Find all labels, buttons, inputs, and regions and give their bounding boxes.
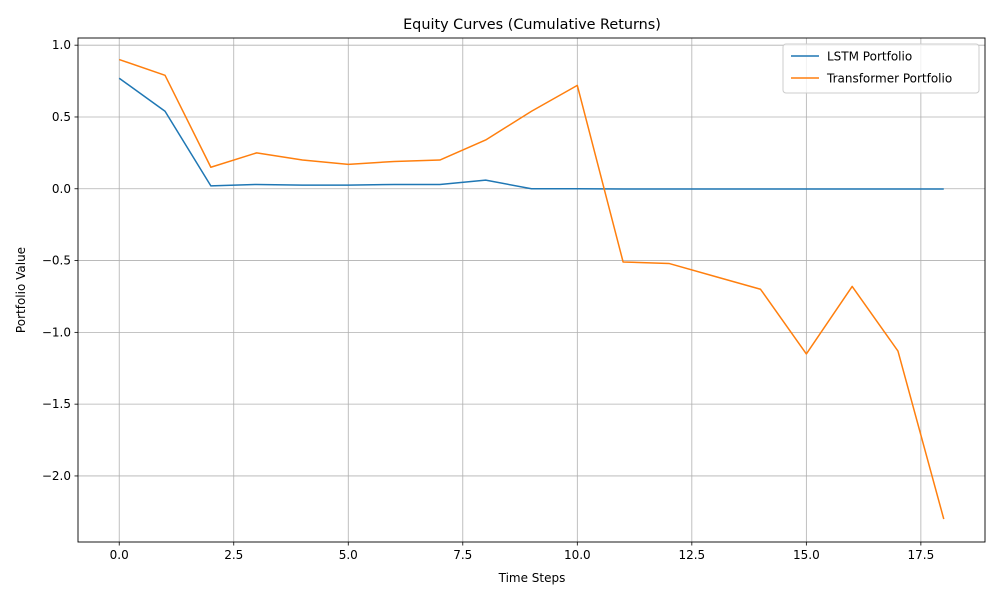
y-tick-label: −2.0 — [42, 469, 71, 483]
x-tick-label: 17.5 — [908, 548, 935, 562]
chart-title: Equity Curves (Cumulative Returns) — [403, 17, 661, 33]
legend: LSTM Portfolio Transformer Portfolio — [782, 43, 980, 94]
y-tick-label: −1.5 — [42, 397, 71, 411]
x-axis-label: Time Steps — [498, 571, 566, 585]
series-line-1 — [118, 58, 945, 520]
x-axis-ticks: 0.0 2.5 5.0 7.5 10.0 12.5 15.0 17.5 — [110, 542, 935, 562]
x-tick-label: 0.0 — [110, 548, 129, 562]
plot-frame — [77, 37, 986, 543]
y-axis-ticks: 1.0 0.5 0.0 −0.5 −1.0 −1.5 −2.0 — [42, 38, 78, 483]
y-tick-label: 0.5 — [52, 110, 71, 124]
series-line-0 — [118, 77, 944, 190]
legend-label: Transformer Portfolio — [826, 72, 952, 86]
x-tick-label: 12.5 — [678, 548, 705, 562]
x-tick-label: 15.0 — [793, 548, 820, 562]
y-tick-label: −0.5 — [42, 254, 71, 268]
legend-label: LSTM Portfolio — [827, 50, 912, 64]
series-lines — [118, 58, 945, 520]
x-tick-label: 2.5 — [224, 548, 243, 562]
y-tick-label: 0.0 — [52, 182, 71, 196]
x-tick-label: 5.0 — [339, 548, 358, 562]
y-tick-label: −1.0 — [42, 325, 71, 339]
y-tick-label: 1.0 — [52, 38, 71, 52]
x-tick-label: 10.0 — [564, 548, 591, 562]
y-axis-label: Portfolio Value — [14, 247, 28, 333]
legend-box — [782, 43, 980, 94]
x-tick-label: 7.5 — [453, 548, 472, 562]
